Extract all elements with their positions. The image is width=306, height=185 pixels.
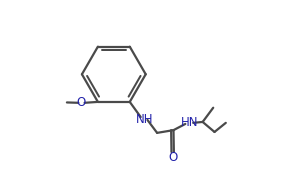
Text: O: O xyxy=(76,96,86,109)
Text: NH: NH xyxy=(136,113,154,126)
Text: O: O xyxy=(168,151,177,164)
Text: HN: HN xyxy=(181,116,198,129)
